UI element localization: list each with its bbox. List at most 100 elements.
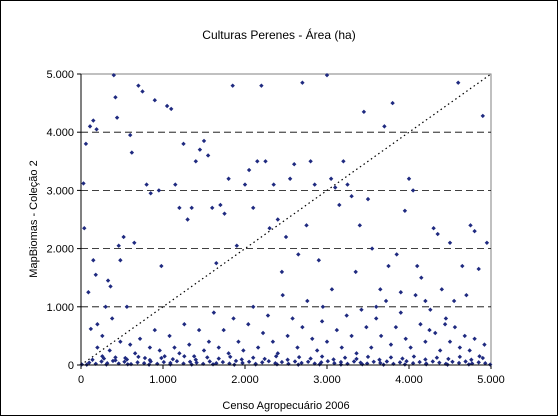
data-point-152: [300, 324, 305, 330]
data-point-174: [408, 345, 413, 350]
data-point-86: [386, 263, 391, 269]
data-point-12: [103, 304, 108, 309]
data-point-217: [260, 360, 265, 365]
data-point-16: [111, 72, 116, 78]
data-point-151: [295, 345, 300, 350]
data-point-227: [325, 359, 331, 364]
data-point-22: [124, 304, 130, 309]
data-point-281: [423, 357, 428, 362]
data-point-182: [447, 339, 453, 344]
data-point-6: [86, 290, 91, 295]
data-point-122: [152, 327, 157, 333]
y-axis-ticks: 0 1.000 2.000 3.000 4.000 5.000: [46, 69, 81, 372]
data-point-99: [439, 287, 444, 292]
data-point-69: [316, 258, 321, 263]
x-axis-ticks: 0 1.000 2.000 3.000 4.000 5.000: [78, 365, 505, 386]
data-point-292: [168, 362, 173, 367]
data-point-150: [290, 316, 295, 321]
data-point-271: [308, 356, 313, 361]
data-point-254: [113, 355, 118, 360]
data-point-85: [382, 124, 387, 129]
data-point-17: [113, 95, 118, 100]
reference-line-1-to-1: [80, 73, 492, 366]
data-point-0: [81, 181, 86, 186]
data-point-119: [137, 336, 143, 342]
data-point-235: [378, 360, 383, 366]
data-point-107: [472, 228, 477, 234]
data-point-40: [193, 159, 198, 164]
data-point-49: [230, 83, 235, 88]
data-point-155: [314, 348, 320, 353]
data-point-181: [442, 322, 448, 327]
data-point-2: [87, 124, 93, 129]
data-point-273: [331, 357, 336, 362]
data-point-176: [418, 322, 423, 327]
data-point-11: [100, 333, 105, 339]
data-point-218: [266, 359, 271, 364]
data-point-4: [94, 127, 99, 132]
data-point-282: [434, 355, 440, 360]
data-point-78: [353, 269, 358, 275]
data-point-158: [329, 287, 335, 292]
data-point-211: [220, 359, 226, 365]
data-point-23: [128, 132, 133, 138]
data-point-259: [170, 356, 176, 362]
data-point-138: [231, 316, 236, 321]
data-point-178: [428, 307, 433, 312]
data-point-114: [113, 358, 118, 363]
data-point-274: [342, 355, 348, 360]
data-point-7: [91, 258, 96, 263]
data-point-172: [398, 310, 403, 315]
data-point-13: [105, 278, 111, 283]
data-point-68: [312, 182, 317, 187]
data-point-15: [109, 316, 115, 321]
data-point-65: [300, 80, 305, 85]
data-point-236: [384, 359, 390, 364]
data-point-113: [107, 348, 112, 353]
data-point-296: [253, 362, 258, 367]
data-point-124: [162, 354, 167, 359]
data-point-204: [174, 359, 180, 364]
data-point-209: [207, 359, 212, 364]
data-point-43: [205, 153, 211, 158]
x-tick-label-1: 1.000: [149, 374, 177, 386]
data-point-147: [275, 351, 280, 356]
data-point-89: [398, 290, 403, 295]
data-point-75: [341, 159, 346, 164]
data-point-146: [270, 339, 276, 344]
data-point-303: [402, 362, 408, 367]
data-point-229: [338, 359, 344, 365]
data-point-62: [287, 176, 293, 181]
y-axis-label: MapBiomas - Coleção 2: [28, 160, 40, 277]
data-point-81: [365, 196, 371, 202]
data-point-144: [260, 330, 266, 336]
data-point-135: [216, 345, 221, 350]
data-point-199: [141, 361, 147, 366]
data-point-71: [324, 72, 330, 78]
data-point-63: [292, 162, 297, 167]
data-point-239: [404, 359, 409, 364]
data-point-263: [216, 356, 221, 361]
data-point-27: [140, 89, 145, 94]
data-point-156: [319, 319, 325, 324]
data-point-163: [354, 351, 359, 356]
data-point-120: [142, 355, 148, 361]
data-point-106: [468, 223, 473, 228]
data-point-206: [187, 359, 193, 364]
data-point-179: [433, 330, 438, 336]
data-point-153: [305, 298, 310, 304]
data-point-246: [450, 359, 455, 364]
data-point-33: [164, 103, 170, 109]
data-point-222: [292, 359, 298, 364]
data-point-161: [344, 313, 349, 318]
data-point-269: [285, 357, 290, 362]
data-point-41: [197, 147, 203, 152]
data-point-220: [279, 359, 285, 365]
data-point-299: [317, 362, 322, 367]
data-point-58: [271, 182, 276, 187]
data-point-272: [319, 354, 325, 359]
data-point-8: [93, 272, 98, 277]
data-point-251: [483, 361, 488, 366]
data-point-90: [402, 208, 408, 213]
